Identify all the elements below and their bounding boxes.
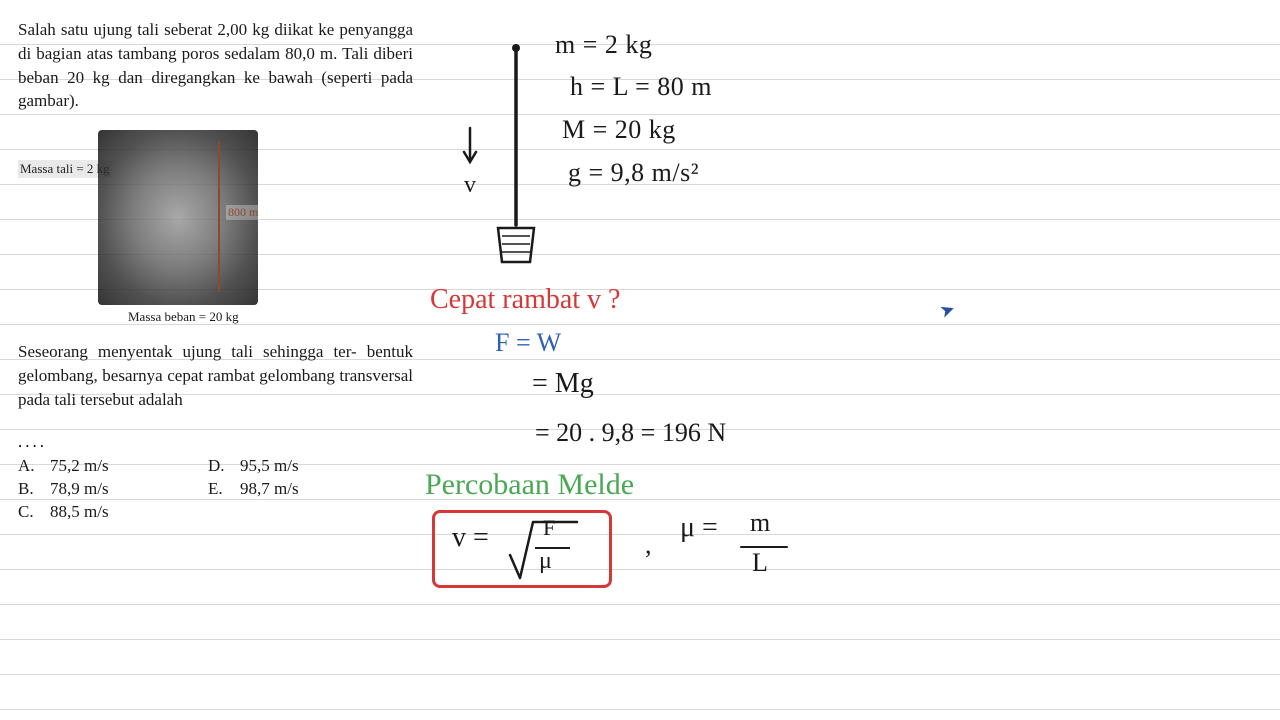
hw-frac-m: m <box>750 508 770 538</box>
option-c: C.88,5 m/s <box>18 502 208 522</box>
problem-figure: Massa tali = 2 kg 800 m Massa beban = 20… <box>18 130 278 330</box>
hw-mu-eq: μ = <box>680 512 718 544</box>
hw-known-g: g = 9,8 m/s² <box>568 158 699 188</box>
figure-depth-line <box>218 142 220 292</box>
problem-paragraph-1: Salah satu ujung tali seberat 2,00 kg di… <box>18 18 413 113</box>
hw-comma: , <box>645 530 652 560</box>
problem-paragraph-2: Seseorang menyentak ujung tali sehingga … <box>18 340 413 411</box>
hw-frac-mu: μ <box>539 548 552 575</box>
option-a: A.75,2 m/s <box>18 456 208 476</box>
answer-options: A.75,2 m/s D.95,5 m/s B.78,9 m/s E.98,7 … <box>18 456 398 522</box>
hw-melde: Percobaan Melde <box>425 468 634 502</box>
figure-load-label: Massa beban = 20 kg <box>128 309 239 325</box>
hw-question: Cepat rambat v ? <box>430 284 620 316</box>
hw-eq-mg: = Mg <box>532 368 594 400</box>
hw-calc: = 20 . 9,8 = 196 N <box>535 418 726 448</box>
hw-known-M: M = 20 kg <box>562 115 676 145</box>
hw-known-m: m = 2 kg <box>555 30 652 60</box>
hw-v-eq: v = <box>452 522 489 554</box>
svg-text:v: v <box>464 172 476 198</box>
handwritten-diagram: v <box>438 40 538 265</box>
problem-dots: .... <box>18 432 47 452</box>
hw-f-eq-w: F = W <box>495 328 561 358</box>
figure-depth-label: 800 m <box>226 205 260 220</box>
hw-known-hL: h = L = 80 m <box>570 72 712 102</box>
hw-frac-F: F <box>543 515 555 541</box>
option-d: D.95,5 m/s <box>208 456 398 476</box>
hw-frac-L: L <box>752 548 768 578</box>
option-e: E.98,7 m/s <box>208 479 398 499</box>
option-b: B.78,9 m/s <box>18 479 208 499</box>
